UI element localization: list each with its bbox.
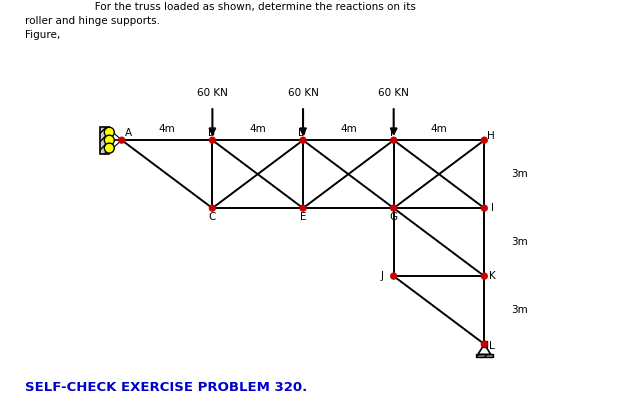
Circle shape [104, 143, 114, 153]
Circle shape [209, 205, 215, 211]
Text: 3m: 3m [512, 237, 528, 247]
Text: 4m: 4m [249, 124, 266, 134]
Circle shape [300, 205, 306, 211]
Text: 3m: 3m [512, 305, 528, 315]
Text: 60 KN: 60 KN [288, 88, 319, 98]
Text: SELF-CHECK EXERCISE PROBLEM 320.: SELF-CHECK EXERCISE PROBLEM 320. [25, 381, 307, 394]
Circle shape [300, 137, 306, 143]
Bar [481, 341, 487, 347]
Bar [100, 127, 109, 154]
Text: 4m: 4m [159, 124, 175, 134]
Circle shape [209, 137, 215, 143]
Text: F: F [389, 129, 396, 139]
Circle shape [481, 137, 487, 143]
Circle shape [481, 341, 487, 347]
Circle shape [391, 137, 397, 143]
Text: For the truss loaded as shown, determine the reactions on its: For the truss loaded as shown, determine… [85, 2, 416, 12]
Text: H: H [487, 131, 495, 140]
Text: B: B [208, 129, 215, 139]
Text: 4m: 4m [430, 124, 447, 134]
Bar [476, 354, 493, 357]
Text: K: K [489, 271, 495, 281]
Text: roller and hinge supports.: roller and hinge supports. [25, 16, 160, 26]
Circle shape [391, 205, 397, 211]
Circle shape [119, 137, 125, 143]
Circle shape [481, 273, 487, 279]
Text: 60 KN: 60 KN [197, 88, 228, 98]
Text: L: L [490, 341, 495, 351]
Text: Figure,: Figure, [25, 30, 61, 40]
Text: E: E [300, 212, 306, 222]
Text: 4m: 4m [340, 124, 357, 134]
Text: G: G [389, 212, 398, 222]
Text: D: D [298, 129, 306, 139]
Text: 60 KN: 60 KN [378, 88, 409, 98]
Polygon shape [478, 344, 491, 354]
Text: 3m: 3m [512, 169, 528, 179]
Circle shape [391, 273, 397, 279]
Circle shape [481, 205, 487, 211]
Text: A: A [125, 129, 132, 139]
Text: C: C [209, 212, 216, 222]
Circle shape [104, 135, 114, 145]
Text: I: I [491, 203, 493, 213]
Circle shape [104, 127, 114, 137]
Text: J: J [381, 271, 384, 281]
